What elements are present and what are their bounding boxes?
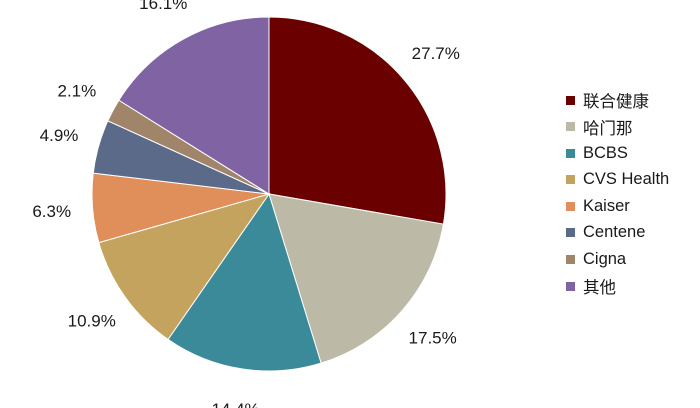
slice-label-6: 4.9% [40, 126, 79, 145]
slice-label-7: 2.1% [57, 81, 96, 100]
legend-item-8: 其他 [566, 276, 669, 298]
legend-label: Cigna [583, 250, 627, 269]
slice-label-1: 27.7% [412, 44, 460, 63]
pie-slice-3 [167, 192, 322, 372]
slice-label-3: 14.4% [211, 400, 259, 408]
pie-slice-4 [98, 193, 271, 341]
legend-item-4: CVS Health [566, 170, 669, 190]
legend-label: 哈门那 [583, 119, 633, 138]
legend-swatch [566, 281, 575, 291]
legend-swatch [566, 122, 575, 132]
legend-label: Kaiser [583, 196, 630, 215]
legend-item-7: Cigna [566, 250, 669, 270]
legend-swatch [566, 228, 575, 238]
legend-label: CVS Health [583, 170, 670, 189]
legend-swatch [566, 201, 575, 211]
legend-swatch [566, 255, 575, 265]
slice-label-2: 17.5% [409, 329, 457, 348]
slice-label-4: 10.9% [68, 311, 116, 330]
legend-label: 其他 [583, 279, 616, 298]
legend-item-3: BCBS [566, 143, 669, 163]
legend-item-6: Centene [566, 223, 669, 243]
legend-item-2: 哈门那 [566, 117, 669, 138]
legend-label: 联合健康 [583, 93, 649, 111]
pie-slice-8 [118, 16, 270, 195]
slice-label-8: 16.1% [139, 0, 187, 13]
chart-legend: 联合健康哈门那 BCBS CVS Health Kaiser Centene Cigna 其… [566, 90, 669, 298]
legend-swatch [566, 175, 575, 185]
legend-item-1: 联合健康 [566, 90, 669, 111]
pie-slice-2 [268, 193, 444, 364]
legend-swatch [566, 95, 575, 105]
legend-label: Centene [583, 223, 646, 242]
slice-label-5: 6.3% [32, 202, 71, 221]
legend-item-5: Kaiser [566, 196, 669, 216]
pie-slice-1 [268, 16, 447, 225]
legend-label: BCBS [583, 143, 628, 162]
legend-swatch [566, 148, 575, 158]
